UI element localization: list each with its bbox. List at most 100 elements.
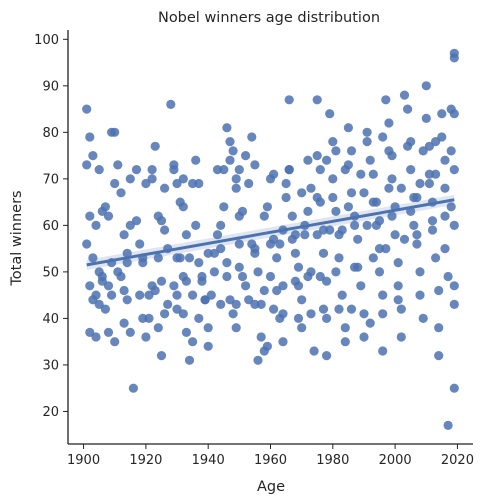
data-point	[172, 304, 182, 314]
data-point	[200, 295, 210, 305]
data-point	[415, 267, 425, 277]
data-point	[340, 165, 350, 175]
data-point	[156, 276, 167, 286]
data-point	[340, 323, 350, 333]
data-point	[116, 271, 126, 282]
data-point	[396, 304, 406, 314]
y-ticks: 20 30 40 50 60 70 80 90 100	[34, 33, 68, 420]
x-tick-label: 1920	[129, 453, 162, 468]
data-point	[412, 192, 422, 203]
data-point	[275, 239, 285, 249]
data-point	[216, 220, 226, 230]
data-point	[440, 211, 450, 221]
data-point	[82, 160, 92, 170]
data-point	[222, 258, 232, 268]
data-point	[269, 169, 279, 179]
data-point	[231, 323, 241, 333]
data-point	[181, 327, 191, 337]
data-point	[160, 183, 170, 193]
data-point	[365, 318, 375, 328]
data-point	[431, 169, 441, 179]
data-point	[449, 48, 459, 58]
data-point	[431, 253, 441, 263]
data-point	[293, 313, 304, 323]
data-point	[125, 174, 135, 184]
data-point	[297, 295, 307, 305]
data-point	[265, 271, 276, 282]
data-point	[103, 281, 114, 291]
data-point	[228, 146, 238, 156]
data-point	[322, 313, 332, 323]
data-point	[337, 290, 347, 300]
data-point	[150, 141, 160, 151]
data-point	[318, 248, 329, 258]
data-point	[387, 174, 397, 184]
data-point	[325, 109, 335, 119]
data-point	[250, 244, 260, 254]
x-tick-label: 1980	[316, 453, 349, 468]
data-point	[384, 118, 394, 128]
data-point	[403, 104, 413, 114]
data-point	[97, 271, 107, 282]
data-point	[203, 341, 213, 351]
data-point	[337, 225, 347, 235]
data-point	[362, 220, 372, 230]
data-point	[449, 383, 459, 393]
data-point	[446, 202, 456, 212]
data-point	[131, 216, 142, 226]
data-point	[203, 248, 213, 258]
data-point	[356, 281, 366, 291]
data-point	[166, 99, 176, 109]
data-point	[237, 271, 248, 282]
data-point	[103, 211, 114, 221]
data-point	[256, 299, 266, 309]
data-point	[315, 165, 325, 175]
data-point	[303, 271, 313, 282]
data-point	[122, 248, 132, 258]
data-point	[178, 174, 188, 184]
data-point	[188, 290, 198, 300]
data-point	[194, 178, 204, 189]
data-point	[141, 178, 151, 189]
data-point	[88, 151, 98, 161]
data-point	[119, 285, 129, 296]
data-point	[322, 351, 332, 361]
data-point	[325, 225, 335, 235]
x-tick-label: 1940	[192, 453, 225, 468]
data-point	[331, 267, 341, 277]
x-axis-label: Age	[257, 479, 285, 495]
data-point	[331, 206, 341, 216]
data-point	[374, 267, 385, 277]
data-point	[346, 146, 357, 156]
data-point	[399, 234, 410, 244]
data-point	[272, 253, 282, 263]
data-point	[362, 127, 372, 137]
data-point	[234, 239, 244, 249]
data-point	[262, 341, 272, 351]
data-point	[225, 155, 235, 165]
data-point	[297, 323, 307, 333]
data-point	[378, 309, 388, 319]
data-point	[94, 165, 104, 175]
data-point	[241, 281, 251, 291]
y-tick-label: 80	[42, 126, 59, 141]
data-point	[415, 290, 425, 300]
data-point	[331, 146, 341, 156]
data-point	[440, 155, 450, 165]
points-layer	[82, 48, 459, 430]
data-point	[309, 346, 319, 356]
data-point	[194, 313, 204, 323]
data-point	[281, 192, 291, 203]
data-point	[440, 183, 450, 193]
data-point	[135, 290, 145, 300]
data-point	[91, 332, 101, 342]
data-point	[216, 244, 226, 254]
data-point	[191, 155, 201, 165]
data-point	[381, 95, 391, 105]
y-tick-label: 100	[34, 33, 59, 48]
x-ticks: 1900 1920 1940 1960 1980 2000 2020	[67, 444, 474, 468]
data-point	[250, 299, 260, 309]
chart-title: Nobel winners age distribution	[158, 10, 380, 26]
